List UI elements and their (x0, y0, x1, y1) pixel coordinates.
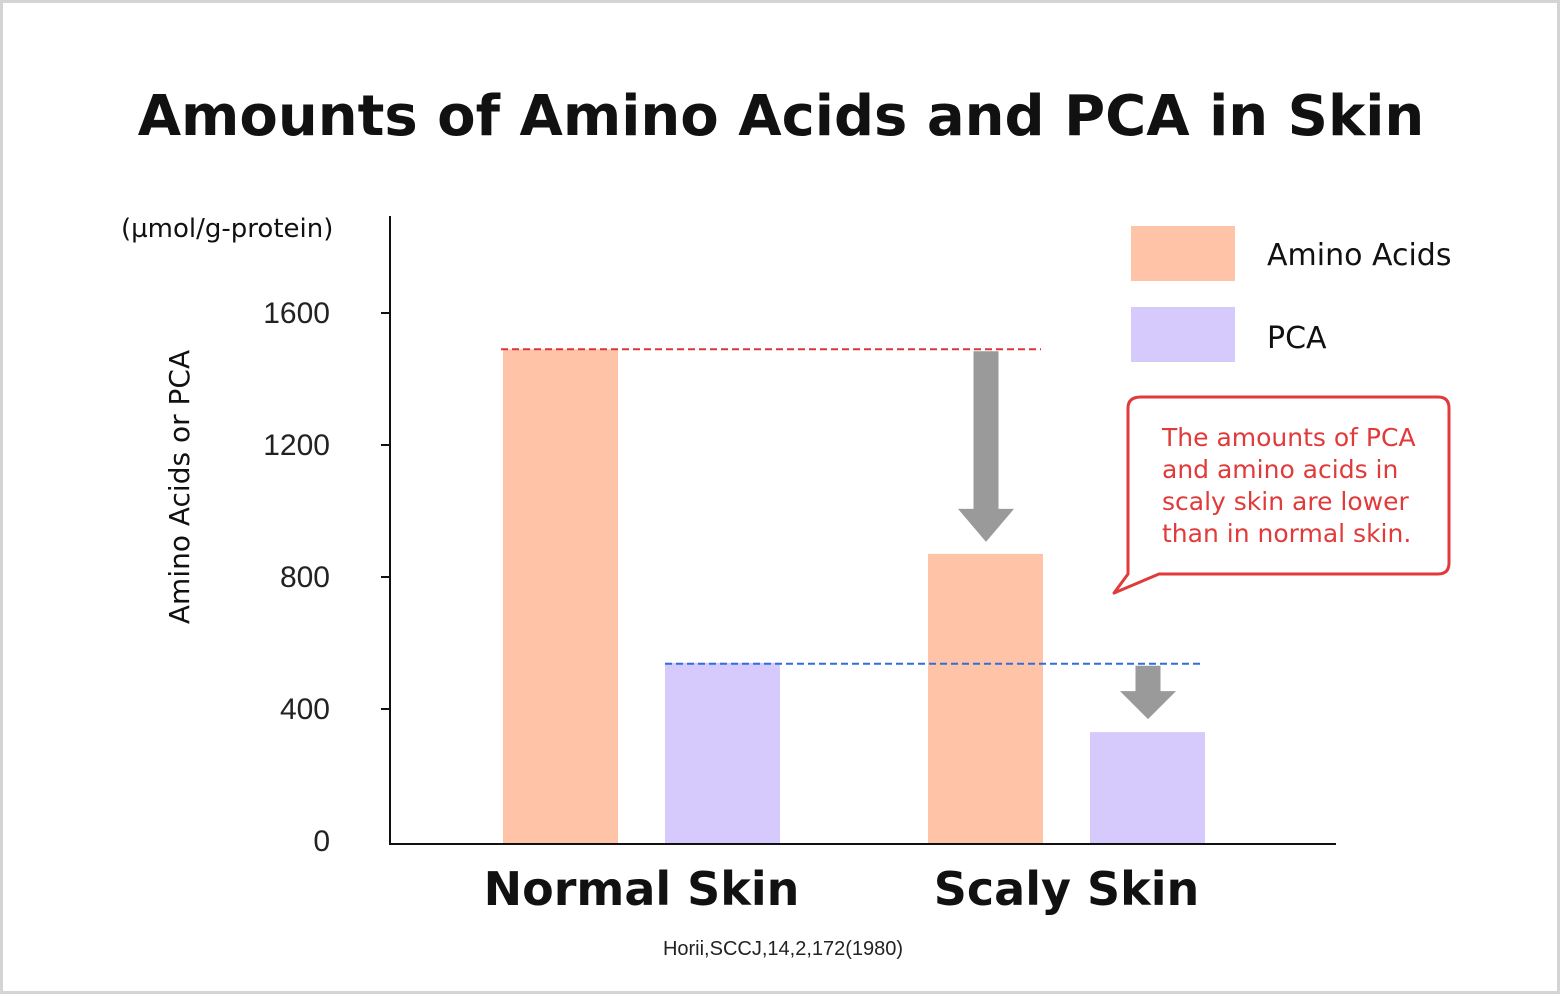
bars-group (503, 349, 1205, 843)
category-label-normal-skin: Normal Skin (484, 862, 800, 916)
category-label-scaly-skin: Scaly Skin (934, 862, 1199, 916)
bar-pca-scaly-skin (1090, 732, 1205, 843)
legend-swatch-amino-acids (1131, 226, 1235, 281)
y-axis-label: Amino Acids or PCA (163, 350, 196, 624)
axes-group (389, 216, 1336, 845)
legend-swatch-pca (1131, 307, 1235, 362)
chart-title: Amounts of Amino Acids and PCA in Skin (138, 84, 1425, 149)
annotation-callout: The amounts of PCA and amino acids in sc… (1112, 395, 1451, 595)
annotation-line-2: and amino acids in (1162, 455, 1398, 484)
annotation-line-1: The amounts of PCA (1161, 423, 1416, 452)
y-tick-label-1600: 1600 (263, 297, 330, 330)
category-labels-group: Normal Skin Scaly Skin (484, 862, 1200, 916)
bar-amino-acids-normal-skin (503, 349, 618, 843)
arrow-pca-decrease (1120, 665, 1176, 720)
source-citation: Horii,SCCJ,14,2,172(1980) (663, 938, 903, 960)
bar-amino-acids-scaly-skin (928, 553, 1043, 843)
y-tick-label-0: 0 (313, 825, 330, 858)
guides-group (501, 348, 1203, 665)
arrows-group (958, 351, 1176, 720)
annotation-line-4: than in normal skin. (1162, 519, 1411, 548)
ticks-group: 0 400 800 1200 1600 (263, 297, 391, 858)
chart-canvas: Amounts of Amino Acids and PCA in Skin (… (121, 84, 1451, 960)
y-tick-label-800: 800 (280, 561, 330, 594)
y-unit-label: (µmol/g-protein) (121, 214, 333, 244)
y-tick-label-400: 400 (280, 693, 330, 726)
annotation-line-3: scaly skin are lower (1162, 487, 1409, 516)
legend-label-pca: PCA (1267, 321, 1327, 356)
bar-pca-normal-skin (665, 662, 780, 843)
y-tick-label-1200: 1200 (263, 429, 330, 462)
legend-label-amino-acids: Amino Acids (1267, 238, 1451, 273)
arrow-amino-acids-decrease (958, 351, 1014, 542)
callout-bubble (1112, 395, 1451, 595)
legend: Amino Acids PCA (1131, 226, 1451, 362)
